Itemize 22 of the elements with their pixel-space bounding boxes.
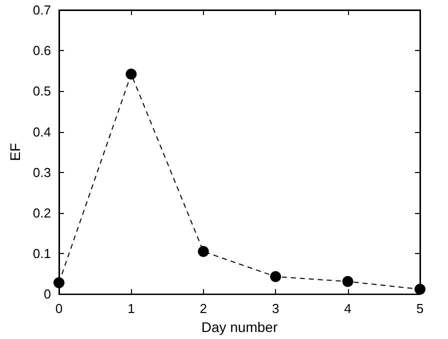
point <box>270 271 282 282</box>
y-tick-label: 0 <box>44 286 51 302</box>
x-tick-label: 4 <box>344 301 352 316</box>
x-tick-label: 0 <box>55 301 63 316</box>
y-tick-label: 0.6 <box>32 43 51 58</box>
x-tick-label: 3 <box>272 301 280 316</box>
y-axis-title: EF <box>7 143 23 161</box>
y-tick-label: 0.2 <box>32 205 51 220</box>
y-tick-label: 0.4 <box>32 124 51 140</box>
x-tick-label: 1 <box>128 301 135 316</box>
y-tick-label: 0.5 <box>32 84 51 99</box>
point <box>53 277 64 288</box>
y-tick-label: 0.1 <box>32 246 51 262</box>
x-tick-label: 2 <box>200 301 207 316</box>
x-axis-title: Day number <box>201 319 278 335</box>
point <box>126 68 137 80</box>
point <box>198 246 209 257</box>
point <box>342 276 354 288</box>
y-tick-label: 0.7 <box>32 2 51 18</box>
point <box>414 284 426 295</box>
x-tick-label: 5 <box>416 301 424 316</box>
y-tick-label: 0.3 <box>32 164 51 180</box>
